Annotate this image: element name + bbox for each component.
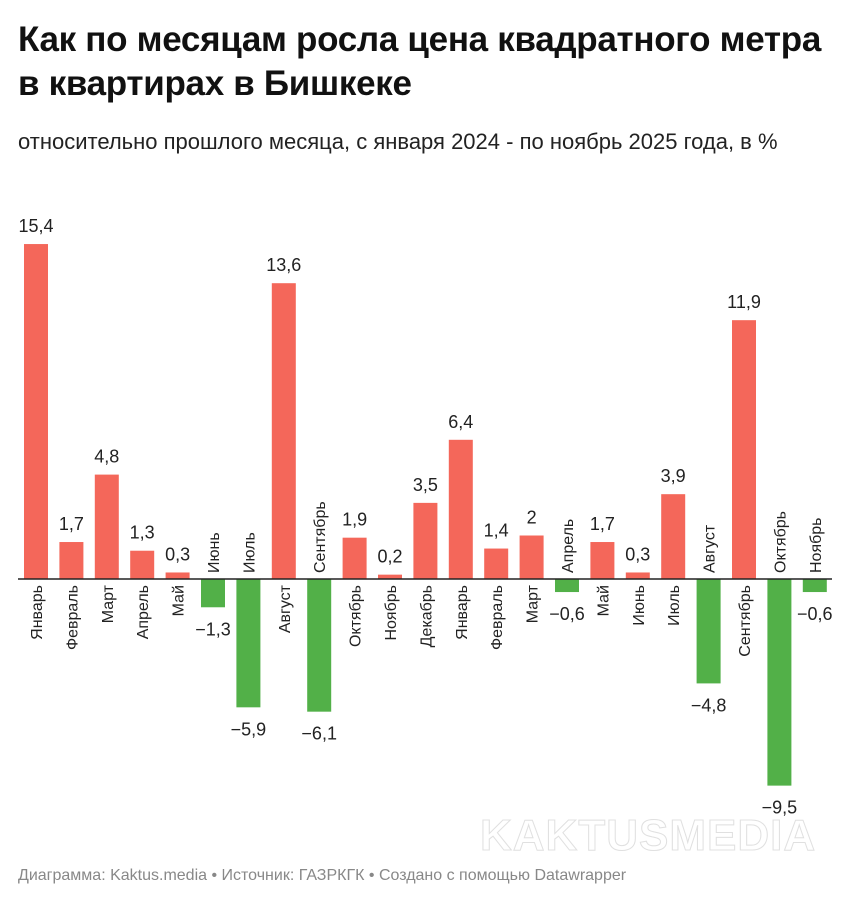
month-label: Октябрь xyxy=(772,511,789,573)
month-label: Май xyxy=(595,585,612,616)
value-label: 4,8 xyxy=(94,447,119,467)
chart-subtitle: относительно прошлого месяца, с января 2… xyxy=(18,129,778,154)
chart-header: Как по месяцам росла цена квадратного ме… xyxy=(0,0,832,158)
month-label: Декабрь xyxy=(418,585,435,647)
month-label: Июнь xyxy=(631,585,648,626)
value-label: 6,4 xyxy=(448,412,473,432)
month-label: Июнь xyxy=(206,532,223,573)
bar xyxy=(625,572,650,579)
bar xyxy=(271,283,296,579)
month-label: Сентябрь xyxy=(737,585,754,657)
month-label: Ноябрь xyxy=(383,585,400,641)
bar xyxy=(802,579,827,593)
month-label: Июль xyxy=(666,585,683,626)
value-label: −5,9 xyxy=(231,719,267,739)
month-label: Май xyxy=(171,585,188,616)
value-label: −9,5 xyxy=(762,798,798,818)
bar xyxy=(696,579,721,684)
bar xyxy=(519,535,544,579)
month-label: Октябрь xyxy=(348,585,365,647)
value-label: −4,8 xyxy=(691,695,727,715)
value-label: 1,3 xyxy=(130,523,155,543)
value-label: 13,6 xyxy=(266,255,301,275)
month-label: Февраль xyxy=(489,585,506,650)
month-label: Март xyxy=(100,584,117,623)
bar xyxy=(767,579,792,786)
bar xyxy=(555,579,579,593)
value-label: 1,9 xyxy=(342,510,367,530)
watermark-logo: KAKTUSMEDIA xyxy=(479,811,817,860)
value-label: 1,4 xyxy=(484,521,509,541)
value-label: 1,7 xyxy=(590,514,615,534)
bar xyxy=(661,494,686,579)
value-label: 3,9 xyxy=(661,466,686,486)
bar xyxy=(342,537,367,579)
bar xyxy=(236,579,261,708)
month-label: Январь xyxy=(454,585,471,640)
value-label: 11,9 xyxy=(727,292,761,312)
value-label: 15,4 xyxy=(18,216,53,236)
bar xyxy=(590,542,615,579)
bar xyxy=(413,502,438,579)
value-label: −0,6 xyxy=(549,604,585,624)
bar xyxy=(448,439,473,579)
month-label: Ноябрь xyxy=(808,517,825,573)
month-label: Апрель xyxy=(135,585,152,639)
month-label: Март xyxy=(525,584,542,623)
chart-footer: Диаграмма: Kaktus.media • Источник: ГАЗР… xyxy=(18,867,627,884)
value-label: 0,3 xyxy=(165,544,190,564)
value-label: −6,1 xyxy=(301,724,337,744)
bar xyxy=(59,542,84,579)
value-label: 0,2 xyxy=(377,547,402,567)
value-label: 2 xyxy=(527,508,537,528)
bar xyxy=(378,574,402,579)
month-label: Апрель xyxy=(560,519,577,573)
month-label: Февраль xyxy=(64,585,81,650)
month-label: Август xyxy=(277,584,294,633)
chart-title: Как по месяцам росла цена квадратного ме… xyxy=(18,20,822,103)
bar xyxy=(484,548,509,579)
month-label: Июль xyxy=(241,532,258,573)
value-label: 3,5 xyxy=(413,475,438,495)
month-label: Январь xyxy=(29,585,46,640)
bar xyxy=(130,550,155,579)
month-label: Сентябрь xyxy=(312,501,329,573)
value-label: 0,3 xyxy=(625,544,650,564)
value-label: −0,6 xyxy=(797,604,833,624)
bar xyxy=(24,244,48,580)
bar xyxy=(732,320,756,579)
bar xyxy=(165,572,190,579)
value-label: 1,7 xyxy=(59,514,84,534)
bar xyxy=(94,474,119,579)
bar xyxy=(307,579,332,712)
month-label: Август xyxy=(702,524,719,573)
value-label: −1,3 xyxy=(195,619,231,639)
bar xyxy=(201,579,225,608)
